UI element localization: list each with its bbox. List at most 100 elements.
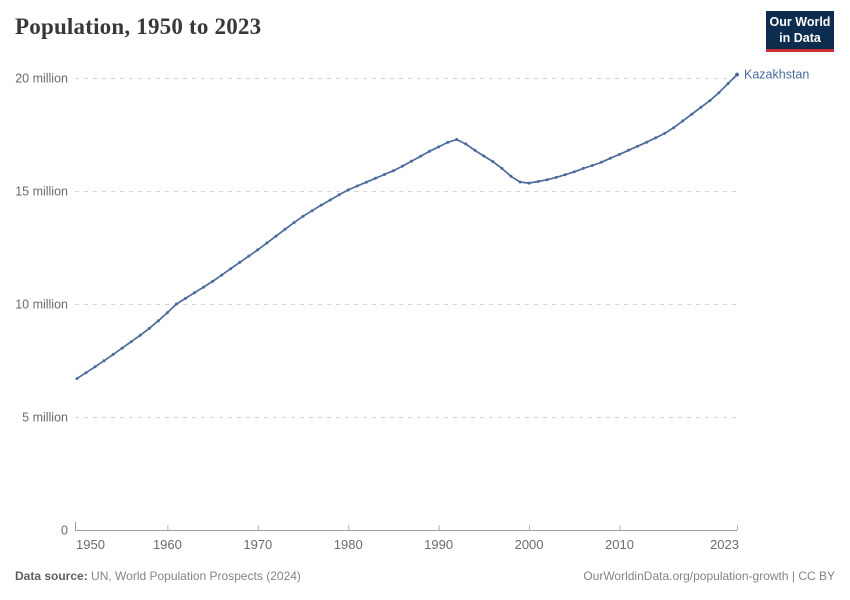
data-point-1986[interactable] — [401, 164, 404, 168]
data-point-2002[interactable] — [545, 178, 549, 182]
owid-logo-line2: in Data — [779, 31, 821, 46]
data-point-1987[interactable] — [410, 159, 413, 163]
y-axis-label-15: 15 million — [15, 185, 68, 199]
data-point-1953[interactable] — [102, 359, 106, 363]
data-point-1960[interactable] — [165, 311, 169, 315]
data-point-1974[interactable] — [292, 221, 296, 225]
data-point-1998[interactable] — [509, 174, 513, 178]
data-point-1976[interactable] — [310, 209, 314, 213]
data-point-2019[interactable] — [699, 105, 703, 109]
data-point-1961[interactable] — [175, 302, 178, 306]
data-point-1956[interactable] — [129, 340, 133, 344]
data-point-1958[interactable] — [147, 326, 151, 330]
data-point-2021[interactable] — [717, 91, 721, 95]
data-point-1994[interactable] — [473, 148, 477, 152]
data-point-2008[interactable] — [599, 160, 603, 164]
data-point-1959[interactable] — [156, 319, 160, 323]
data-point-2001[interactable] — [536, 180, 540, 183]
data-point-2023[interactable] — [735, 72, 739, 77]
chart-footer: Data source: UN, World Population Prospe… — [15, 569, 835, 583]
data-point-1995[interactable] — [482, 154, 486, 158]
data-point-1969[interactable] — [247, 254, 251, 258]
data-point-1990[interactable] — [437, 145, 441, 149]
data-point-2020[interactable] — [708, 99, 712, 103]
data-point-1992[interactable] — [455, 138, 459, 141]
data-point-1980[interactable] — [346, 188, 350, 192]
x-axis-label-1980: 1980 — [334, 537, 363, 552]
series-line-kazakhstan[interactable] — [76, 73, 738, 380]
data-point-2004[interactable] — [563, 173, 567, 177]
data-point-1964[interactable] — [202, 285, 206, 289]
x-axis-label-1990: 1990 — [424, 537, 453, 552]
data-point-2018[interactable] — [690, 112, 694, 116]
data-point-2016[interactable] — [672, 126, 676, 130]
data-point-1957[interactable] — [138, 333, 142, 337]
x-axis-label-1970: 1970 — [243, 537, 272, 552]
data-point-1971[interactable] — [265, 241, 269, 245]
owid-logo[interactable]: Our World in Data — [766, 11, 834, 52]
data-point-2003[interactable] — [554, 175, 558, 179]
x-axis-label-2000: 2000 — [515, 537, 544, 552]
data-point-2013[interactable] — [645, 140, 649, 144]
owid-cc-link[interactable]: OurWorldinData.org/population-growth | C… — [583, 569, 835, 583]
data-source-note: Data source: UN, World Population Prospe… — [15, 569, 301, 583]
data-point-2006[interactable] — [581, 166, 585, 170]
data-point-1950[interactable] — [75, 377, 79, 381]
x-axis-label-2023: 2023 — [710, 537, 739, 552]
x-axis-label-1960: 1960 — [153, 537, 182, 552]
data-point-1988[interactable] — [419, 154, 423, 158]
data-point-2007[interactable] — [590, 164, 594, 167]
data-point-2015[interactable] — [663, 131, 667, 135]
data-point-1963[interactable] — [193, 291, 196, 295]
data-point-1967[interactable] — [229, 267, 233, 271]
data-point-1982[interactable] — [364, 180, 368, 184]
data-point-2022[interactable] — [726, 82, 730, 86]
data-point-2009[interactable] — [608, 156, 612, 160]
data-point-1985[interactable] — [391, 169, 395, 173]
data-point-1993[interactable] — [464, 142, 468, 146]
data-point-1968[interactable] — [238, 260, 242, 264]
data-point-1979[interactable] — [337, 193, 341, 197]
data-point-1978[interactable] — [328, 198, 332, 202]
data-source-text: UN, World Population Prospects (2024) — [87, 569, 301, 583]
data-point-1966[interactable] — [220, 273, 224, 277]
data-point-1984[interactable] — [382, 173, 386, 176]
data-point-2011[interactable] — [627, 148, 630, 152]
data-point-1983[interactable] — [373, 176, 377, 180]
data-point-1973[interactable] — [283, 227, 287, 231]
y-axis-label-0: 0 — [61, 524, 68, 538]
data-point-1997[interactable] — [500, 166, 504, 170]
data-point-1972[interactable] — [274, 234, 278, 238]
x-axis-label-2010: 2010 — [605, 537, 634, 552]
data-point-1975[interactable] — [301, 214, 305, 218]
data-point-1952[interactable] — [93, 365, 97, 369]
data-point-2014[interactable] — [654, 136, 658, 140]
y-axis-label-10: 10 million — [15, 298, 68, 312]
data-point-1991[interactable] — [446, 140, 450, 144]
data-point-1955[interactable] — [120, 346, 124, 350]
data-point-1970[interactable] — [256, 248, 260, 252]
data-point-2005[interactable] — [572, 170, 576, 174]
data-point-1977[interactable] — [319, 203, 323, 207]
data-point-1965[interactable] — [211, 279, 215, 283]
data-point-2017[interactable] — [681, 119, 685, 123]
data-point-1962[interactable] — [184, 296, 187, 300]
data-point-1996[interactable] — [491, 160, 495, 164]
owid-logo-line1: Our World — [769, 15, 831, 29]
data-point-1951[interactable] — [84, 371, 88, 375]
data-point-1954[interactable] — [111, 352, 115, 356]
data-point-1999[interactable] — [518, 180, 522, 184]
data-point-1981[interactable] — [355, 184, 359, 188]
page-title: Population, 1950 to 2023 — [15, 14, 262, 39]
series-label-kazakhstan[interactable]: Kazakhstan — [744, 68, 809, 82]
y-axis-label-20: 20 million — [15, 72, 68, 86]
data-point-1989[interactable] — [428, 149, 432, 153]
data-point-2012[interactable] — [636, 144, 639, 148]
data-point-2000[interactable] — [527, 181, 531, 185]
data-source-label: Data source: — [15, 569, 88, 583]
y-axis-label-5: 5 million — [22, 411, 68, 425]
x-axis-label-1950: 1950 — [76, 537, 105, 552]
data-point-2010[interactable] — [618, 152, 621, 156]
